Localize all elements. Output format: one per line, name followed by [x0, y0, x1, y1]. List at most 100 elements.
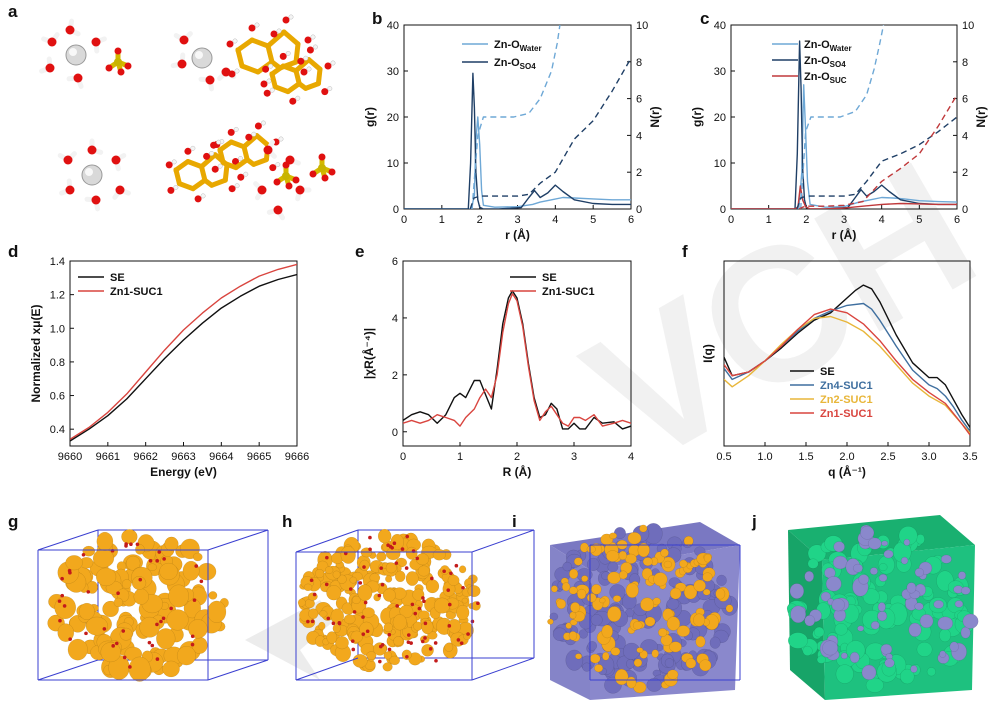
oxygen-dot: [395, 604, 399, 608]
series-line-0: [404, 116, 631, 209]
series-line-2: [471, 25, 561, 209]
oxygen-atom: [273, 178, 281, 186]
oxygen-dot: [409, 641, 413, 645]
cluster-blob: [865, 677, 884, 693]
oxygen-dot: [60, 593, 65, 598]
bond: [244, 157, 257, 167]
legend-label-main: SE: [110, 272, 125, 284]
oxygen-dot: [129, 542, 133, 546]
oxygen-dot: [157, 550, 162, 554]
oxygen-dot: [351, 647, 356, 652]
cluster-blob: [319, 610, 328, 618]
cluster-blob: [156, 628, 176, 650]
oxygen-dot: [379, 566, 383, 570]
cluster-blob: [639, 524, 648, 533]
sucrose-water-so4-cluster: [165, 120, 336, 221]
legend-label: Zn1-SUC1: [820, 408, 873, 420]
cluster-blob: [849, 651, 860, 664]
cluster-blob: [834, 623, 848, 636]
cluster-blob: [417, 565, 430, 577]
cluster-blob: [601, 624, 613, 639]
hydrogen-atom: [278, 136, 284, 142]
hydrogen-atom: [190, 145, 196, 151]
cube-edge-side: [207, 529, 269, 551]
oxygen-dot: [169, 606, 173, 611]
cluster-blob: [910, 665, 918, 673]
oxygen-dot: [368, 535, 372, 540]
oxygen-atom: [105, 64, 113, 72]
oxygen-dot: [68, 571, 72, 575]
y-tick-label: 1.0: [50, 323, 65, 335]
cluster-blob: [789, 583, 805, 599]
legend-label-main: Zn-O: [804, 71, 830, 83]
oxygen-dot: [84, 631, 88, 636]
x-axis-label: R (Å): [503, 464, 532, 479]
cluster-blob: [626, 658, 635, 669]
cluster-blob: [562, 561, 572, 572]
cluster-blob: [432, 548, 446, 561]
oxygen-dot: [358, 581, 363, 585]
cluster-blob: [565, 649, 584, 671]
hydrogen-atom: [200, 193, 206, 199]
cluster-blob: [813, 626, 825, 638]
cluster-blob: [337, 574, 347, 584]
oxygen-dot: [456, 638, 461, 642]
y-tick-label: 0.8: [50, 357, 65, 369]
cluster-blob: [933, 600, 944, 609]
cluster-blob: [804, 570, 815, 582]
oxygen-dot: [135, 542, 140, 547]
cluster-blob: [605, 550, 620, 562]
oxygen-atom: [91, 37, 101, 47]
cluster-blob: [197, 562, 217, 581]
cluster-blob: [881, 540, 889, 547]
x-tick-label: 9660: [58, 451, 82, 463]
oxygen-dot: [380, 582, 385, 587]
x-tick-label: 5: [590, 214, 596, 226]
x-tick-label: 0: [728, 214, 734, 226]
oxygen-dot: [430, 576, 434, 581]
cluster-blob: [330, 608, 345, 625]
cluster-blob: [377, 528, 392, 544]
cluster-blob: [362, 607, 375, 618]
cluster-blob: [612, 595, 622, 603]
cluster-blob: [657, 628, 668, 637]
series-line-1: [70, 263, 297, 440]
cluster-blob: [382, 662, 393, 672]
cluster-blob: [455, 604, 470, 621]
cluster-blob: [67, 638, 88, 661]
cluster-blob: [433, 597, 451, 614]
oxygen-atom: [177, 59, 187, 69]
oxygen-dot: [192, 598, 197, 602]
cluster-blob: [627, 531, 642, 545]
legend-label: Zn1-SUC1: [542, 286, 595, 298]
cluster-blob: [135, 544, 145, 555]
oxygen-dot: [365, 629, 370, 634]
cluster-blob: [96, 531, 114, 551]
x-tick-label: 9662: [133, 451, 157, 463]
oxygen-atom: [227, 128, 235, 136]
cluster-blob: [957, 571, 967, 580]
cluster-blob: [869, 567, 878, 575]
cluster-blob: [840, 652, 848, 660]
cluster-blob: [121, 579, 132, 589]
cluster-blob: [787, 632, 808, 649]
cluster-blob: [326, 631, 338, 644]
oxygen-atom: [324, 62, 332, 70]
cluster-blob: [960, 626, 971, 639]
cluster-blob: [667, 669, 679, 680]
oxygen-dot: [324, 582, 329, 587]
cluster-blob: [176, 645, 196, 666]
oxygen-atom: [115, 185, 125, 195]
hydrogen-atom: [310, 34, 316, 40]
oxygen-dot: [343, 551, 348, 556]
cluster-blob: [878, 563, 888, 572]
cluster-blob: [180, 538, 200, 560]
y-tick-label: 20: [387, 112, 399, 124]
oxygen-dot: [442, 569, 446, 574]
hydrogen-atom: [330, 60, 336, 66]
plot-frame: [403, 24, 632, 210]
y2-tick-label: 2: [636, 167, 642, 179]
oxygen-dot: [116, 591, 120, 595]
cluster-blob: [399, 604, 414, 619]
hydrogen-atom: [234, 68, 240, 74]
